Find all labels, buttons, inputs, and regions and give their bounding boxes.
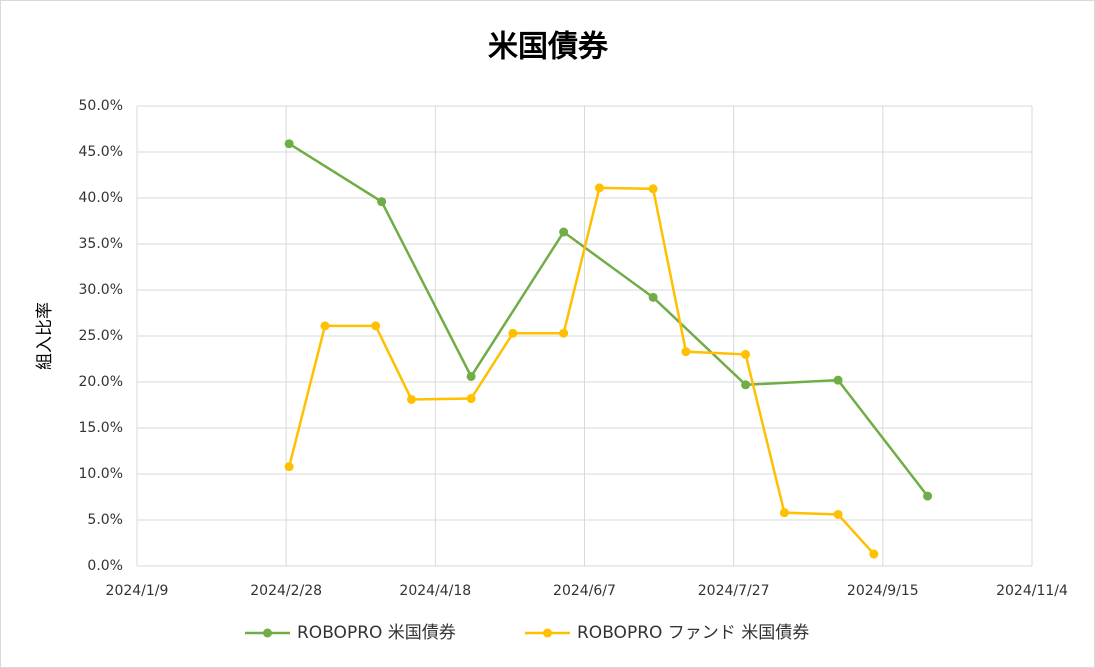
x-tick-label: 2024/1/9 (106, 583, 169, 599)
data-point (779, 508, 789, 518)
y-tick-label: 20.0% (79, 374, 123, 390)
data-point (923, 491, 933, 501)
y-tick-label: 5.0% (87, 512, 123, 528)
y-tick-label: 30.0% (79, 282, 123, 298)
data-point (377, 197, 387, 207)
chart-title: 米国債券 (488, 30, 609, 65)
y-tick-label: 45.0% (79, 144, 123, 160)
x-tick-label: 2024/6/7 (553, 583, 616, 599)
data-point (406, 394, 416, 404)
data-point (833, 375, 843, 385)
data-point (508, 328, 518, 338)
data-point (648, 184, 658, 194)
x-tick-label: 2024/7/27 (698, 583, 770, 599)
y-tick-label: 0.0% (87, 558, 123, 574)
data-point (741, 349, 751, 359)
x-tick-label: 2024/4/18 (399, 583, 471, 599)
series-line (287, 186, 875, 555)
y-tick-label: 25.0% (79, 328, 123, 344)
y-tick-label: 40.0% (79, 190, 123, 206)
data-point (466, 371, 476, 381)
data-point (559, 227, 569, 237)
data-point (741, 380, 751, 390)
legend-label: ROBOPRO 米国債券 (297, 623, 456, 643)
y-tick-label: 50.0% (79, 98, 123, 114)
legend-marker (543, 628, 552, 638)
data-point (648, 292, 658, 302)
data-point (284, 462, 294, 472)
y-tick-label: 10.0% (79, 466, 123, 482)
y-tick-label: 35.0% (79, 236, 123, 252)
data-point (594, 183, 604, 193)
y-tick-label: 15.0% (79, 420, 123, 436)
data-point (320, 321, 330, 331)
y-axis-label: 組入比率 (35, 302, 55, 370)
legend-marker (263, 628, 272, 638)
series-line (288, 142, 929, 497)
data-point (284, 139, 294, 149)
legend-label: ROBOPRO ファンド 米国債券 (577, 623, 809, 643)
data-point (371, 321, 381, 331)
x-tick-label: 2024/11/4 (996, 583, 1068, 599)
x-tick-label: 2024/9/15 (847, 583, 919, 599)
data-point (833, 509, 843, 519)
data-point (869, 549, 879, 559)
data-point (681, 347, 691, 357)
data-point (466, 394, 476, 404)
x-tick-label: 2024/2/28 (250, 583, 322, 599)
data-point (559, 328, 569, 338)
